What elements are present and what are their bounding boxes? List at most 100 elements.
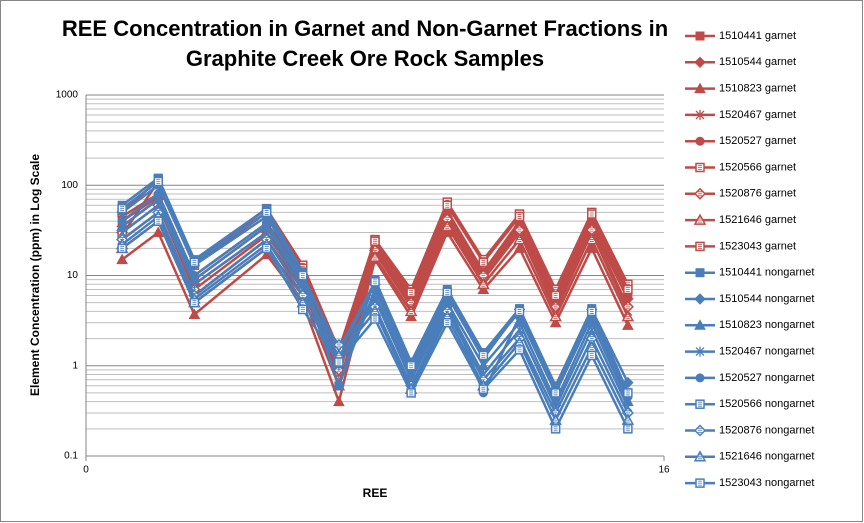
marker-hatch [373,238,377,244]
marker-hatch [409,300,414,306]
marker-hatch [698,217,702,223]
marker-hatch [553,304,558,310]
marker-hatch [625,304,630,310]
marker-hatch [409,363,414,369]
legend-label: 1510441 garnet [719,30,796,42]
marker-hatch [698,454,702,460]
marker-hatch [481,259,486,265]
legend-label: 1510544 garnet [719,56,796,68]
marker [694,319,706,330]
marker [368,250,382,262]
marker-hatch [698,428,702,433]
marker-hatch [373,309,377,314]
marker [695,136,705,146]
marker-hatch [589,336,594,341]
marker-hatch [553,426,558,432]
marker-hatch [120,245,125,251]
marker-hatch [517,340,522,346]
legend-label: 1520566 garnet [719,161,796,173]
marker-hatch [445,202,450,208]
legend-label: 1520467 garnet [719,109,796,121]
series [117,216,633,434]
marker-hatch [589,237,594,242]
marker [695,31,705,41]
marker-hatch [264,245,269,251]
series-line [121,219,629,432]
x-tick-label: 16 [658,465,670,476]
marker [695,109,705,120]
marker-hatch [589,227,594,233]
marker-hatch [373,279,377,285]
marker-hatch [445,289,450,295]
marker-hatch [156,218,161,224]
marker-hatch [625,390,630,396]
marker [116,253,128,265]
marker-hatch [589,344,594,350]
marker [334,381,344,391]
marker-hatch [481,386,486,392]
legend-label: 1520566 nongarnet [719,398,814,410]
chart-title: REE Concentration in Garnet and Non-Garn… [61,16,669,71]
marker-hatch [553,390,558,396]
marker-hatch [698,480,702,486]
marker [693,450,707,462]
marker [188,308,201,319]
y-axis-label: Element Concentration (ppm) in Log Scale [28,154,42,396]
marker-hatch [553,314,558,320]
y-tick-label: 10 [67,270,79,281]
marker [117,216,127,226]
marker-hatch [300,300,305,306]
marker [440,219,454,232]
marker-hatch [517,214,522,219]
legend-label: 1520527 garnet [719,135,796,147]
series-line [121,179,630,397]
legend-label: 1520876 nongarnet [719,424,814,436]
marker-hatch [120,206,125,212]
marker [695,346,705,357]
legend-label: 1510823 nongarnet [719,319,814,331]
marker-hatch [373,254,377,260]
legend-label: 1520876 garnet [719,188,796,200]
legend-label: 1510544 nongarnet [719,293,814,305]
legend-label: 1520467 nongarnet [719,346,814,358]
marker-hatch [300,307,305,312]
marker-hatch [264,210,269,215]
marker [513,233,526,245]
marker [694,293,706,305]
y-tick-label: 100 [61,180,78,191]
series-line [121,214,629,423]
marker [549,310,562,322]
marker-hatch [336,359,341,365]
y-tick-label: 1000 [56,90,79,101]
y-tick-label: 1 [72,360,78,371]
marker [404,304,418,317]
marker [693,213,707,225]
marker [695,373,705,383]
legend-label: 1523043 garnet [719,240,796,252]
series-line [121,197,630,405]
marker-hatch [409,390,414,396]
marker-hatch [625,287,630,292]
series [116,226,634,407]
marker [621,310,635,322]
series-line [121,203,630,374]
marker [694,56,706,69]
marker-hatch [517,347,522,353]
x-axis-label: REE [363,486,388,500]
marker-hatch [300,273,305,278]
series-line [121,229,630,406]
series-line [121,203,630,410]
marker-hatch [553,293,558,298]
marker [152,226,165,237]
marker-hatch [373,316,377,322]
series [117,176,633,398]
marker-hatch [445,320,450,326]
marker-hatch [517,309,522,314]
marker [262,218,272,228]
marker-hatch [517,227,522,233]
marker-hatch [517,237,522,242]
marker [477,277,490,289]
marker-hatch [589,353,594,358]
